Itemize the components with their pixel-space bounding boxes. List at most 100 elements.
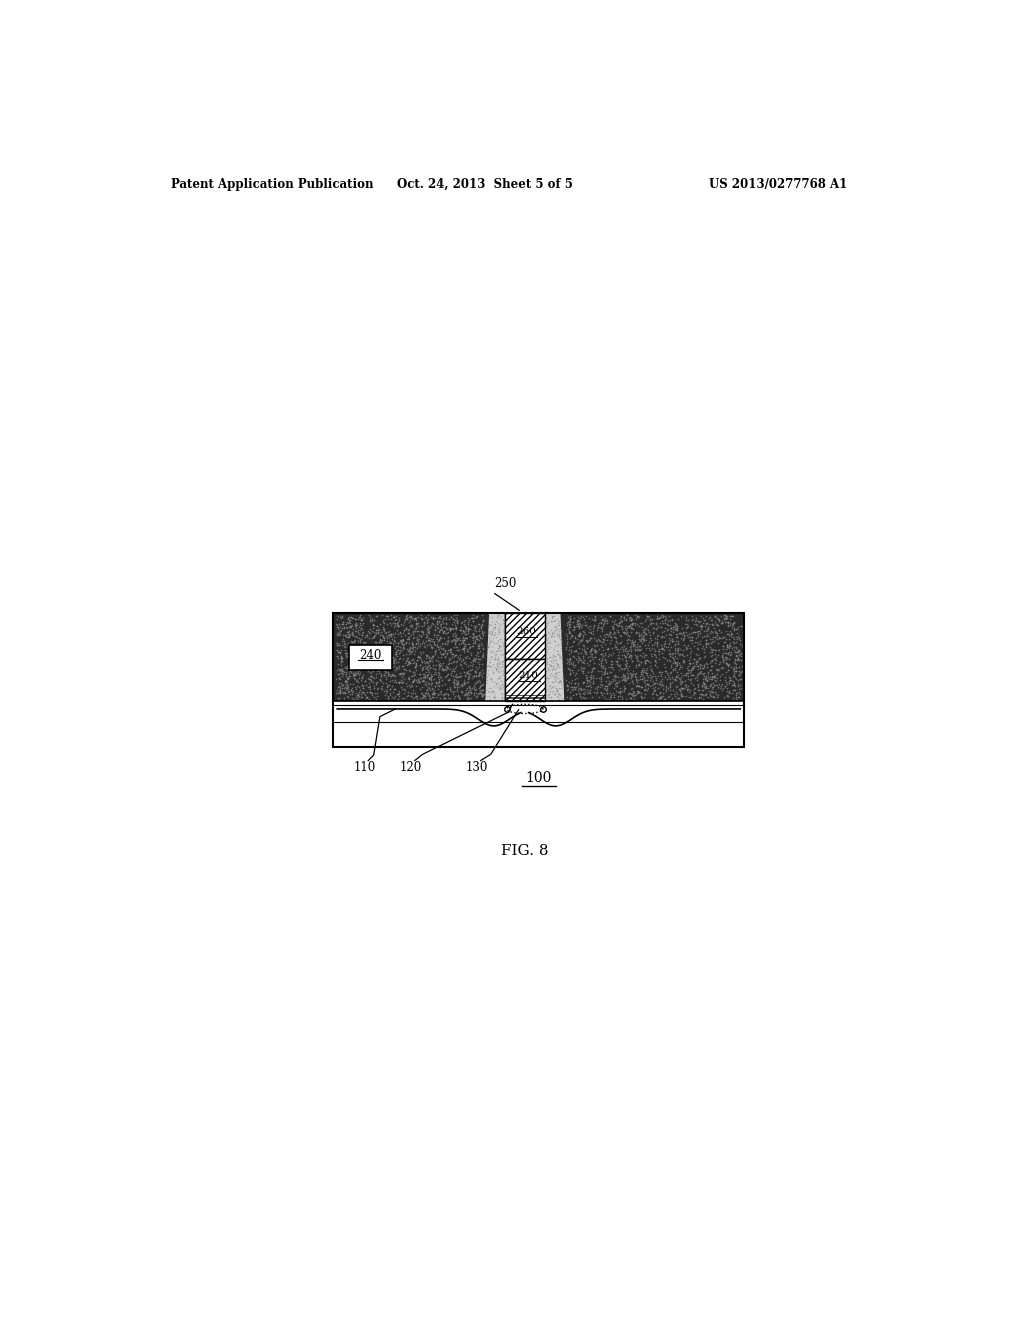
Point xyxy=(400,639,417,660)
Point xyxy=(415,622,431,643)
Point xyxy=(625,684,641,705)
Point xyxy=(593,618,609,639)
Point xyxy=(338,642,354,663)
Point xyxy=(380,622,396,643)
Point xyxy=(430,624,446,645)
Point xyxy=(595,628,611,649)
Point xyxy=(416,611,432,632)
Point xyxy=(431,664,447,685)
Point xyxy=(709,628,725,649)
Point xyxy=(622,663,638,684)
Point xyxy=(437,688,454,709)
Point xyxy=(373,664,389,685)
Point xyxy=(590,616,606,638)
Point xyxy=(391,616,408,638)
Point xyxy=(602,605,618,626)
Point xyxy=(430,630,446,651)
Point xyxy=(337,663,353,684)
Point xyxy=(607,610,624,631)
Point xyxy=(695,612,712,634)
Point xyxy=(543,677,559,698)
Point xyxy=(341,626,357,647)
Point xyxy=(431,611,447,632)
Point xyxy=(419,624,435,645)
Point xyxy=(461,618,477,639)
Point xyxy=(546,676,562,697)
Point xyxy=(397,618,414,639)
Point xyxy=(471,628,487,649)
Point xyxy=(456,610,472,631)
Point xyxy=(620,667,636,688)
Point xyxy=(652,661,669,682)
Point xyxy=(376,659,392,680)
Point xyxy=(621,624,637,645)
Point xyxy=(612,657,629,678)
Point xyxy=(582,678,598,700)
Point xyxy=(686,655,702,676)
Point xyxy=(339,657,355,678)
Point xyxy=(348,682,365,704)
Point xyxy=(621,615,637,636)
Point xyxy=(379,634,395,655)
Point xyxy=(458,684,474,705)
Point xyxy=(649,665,666,686)
Point xyxy=(560,672,577,693)
Point xyxy=(628,656,644,677)
Point xyxy=(426,634,442,655)
Point xyxy=(670,640,686,661)
Point xyxy=(446,665,463,686)
Point xyxy=(402,642,419,663)
Point xyxy=(589,631,605,652)
Point xyxy=(465,649,481,671)
Point xyxy=(400,607,417,628)
Point xyxy=(401,638,418,659)
Point xyxy=(450,672,466,693)
Point xyxy=(710,659,726,680)
Point xyxy=(383,615,399,636)
Point xyxy=(386,616,402,638)
Point xyxy=(371,619,387,640)
Point xyxy=(407,664,423,685)
Point xyxy=(461,688,477,709)
Point xyxy=(665,622,681,643)
Point xyxy=(350,664,367,685)
Point xyxy=(386,630,402,651)
Point xyxy=(719,636,735,657)
Point xyxy=(422,607,438,628)
Point xyxy=(643,638,659,659)
Point xyxy=(455,638,471,659)
Point xyxy=(385,606,401,627)
Point xyxy=(603,651,620,672)
Point xyxy=(565,655,582,676)
Point xyxy=(583,640,599,661)
Point xyxy=(594,644,610,665)
Point xyxy=(438,659,455,680)
Point xyxy=(621,664,637,685)
Point xyxy=(373,665,389,686)
Point xyxy=(559,634,575,655)
Point xyxy=(440,630,457,651)
Point xyxy=(731,627,748,648)
Point xyxy=(416,669,432,690)
Point xyxy=(582,667,598,688)
Point xyxy=(358,675,375,696)
Point xyxy=(578,643,594,664)
Point xyxy=(421,647,437,668)
Point xyxy=(457,684,473,705)
Point xyxy=(637,651,653,672)
Point xyxy=(690,676,707,697)
Point xyxy=(728,626,744,647)
Point xyxy=(484,671,501,692)
Point xyxy=(703,612,720,634)
Point xyxy=(710,632,726,653)
Point xyxy=(374,636,390,657)
Point xyxy=(646,643,663,664)
Point xyxy=(388,642,404,663)
Point xyxy=(386,688,402,709)
Point xyxy=(385,665,401,686)
Point xyxy=(389,614,406,635)
Point xyxy=(649,632,666,653)
Point xyxy=(467,651,483,672)
Point xyxy=(435,609,452,630)
Point xyxy=(723,626,739,647)
